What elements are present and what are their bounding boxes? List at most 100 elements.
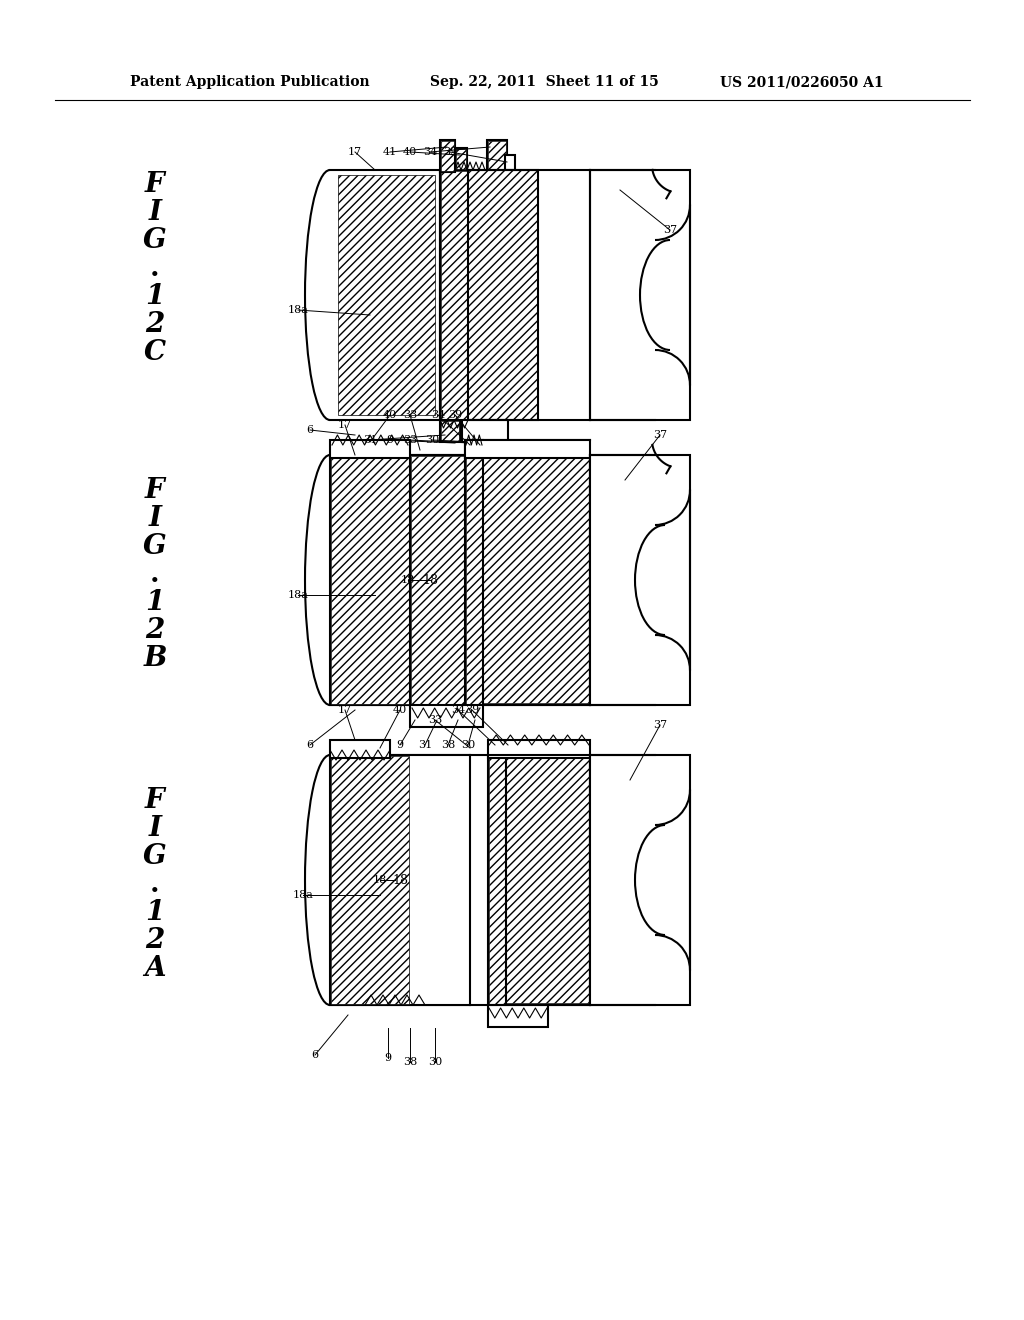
Bar bbox=[465, 440, 483, 458]
Bar bbox=[488, 755, 506, 1005]
Text: 6: 6 bbox=[311, 1049, 318, 1060]
Text: 37: 37 bbox=[653, 719, 667, 730]
Text: 40: 40 bbox=[402, 147, 417, 157]
Bar bbox=[455, 148, 467, 170]
Bar bbox=[410, 455, 465, 705]
Text: 31: 31 bbox=[418, 741, 432, 750]
Text: .: . bbox=[151, 256, 160, 282]
Text: 18: 18 bbox=[422, 573, 438, 586]
Text: B: B bbox=[143, 644, 167, 672]
Text: 38: 38 bbox=[441, 741, 455, 750]
Text: 6: 6 bbox=[306, 741, 313, 750]
Text: 18a: 18a bbox=[288, 590, 308, 601]
Text: 9: 9 bbox=[384, 1053, 391, 1063]
Bar bbox=[465, 455, 483, 705]
Text: 1: 1 bbox=[145, 589, 165, 615]
Text: 37: 37 bbox=[653, 430, 667, 440]
Bar bbox=[411, 455, 464, 704]
Text: 2: 2 bbox=[145, 927, 165, 953]
Text: 9: 9 bbox=[396, 741, 403, 750]
Text: F: F bbox=[145, 787, 165, 813]
Text: I: I bbox=[148, 814, 162, 842]
Bar bbox=[331, 455, 409, 704]
Text: 6: 6 bbox=[306, 425, 313, 436]
Text: 39: 39 bbox=[465, 705, 479, 715]
Bar bbox=[590, 455, 690, 705]
Text: 34: 34 bbox=[451, 705, 465, 715]
Text: 38: 38 bbox=[402, 1057, 417, 1067]
Text: I: I bbox=[148, 199, 162, 227]
Bar bbox=[440, 420, 460, 442]
Text: 39: 39 bbox=[447, 411, 462, 420]
Bar bbox=[483, 455, 590, 704]
Bar bbox=[468, 170, 538, 420]
Text: Patent Application Publication: Patent Application Publication bbox=[130, 75, 370, 88]
Text: .: . bbox=[151, 870, 160, 898]
Text: US 2011/0226050 A1: US 2011/0226050 A1 bbox=[720, 75, 884, 88]
Text: G: G bbox=[143, 842, 167, 870]
Text: Sep. 22, 2011  Sheet 11 of 15: Sep. 22, 2011 Sheet 11 of 15 bbox=[430, 75, 658, 88]
Bar bbox=[590, 170, 690, 420]
Bar bbox=[331, 756, 409, 1005]
Bar bbox=[440, 170, 468, 420]
Text: 9: 9 bbox=[386, 436, 393, 445]
Text: 37: 37 bbox=[663, 224, 677, 235]
Bar bbox=[506, 755, 590, 1005]
Bar bbox=[441, 172, 467, 418]
Text: F: F bbox=[145, 477, 165, 503]
Text: 33: 33 bbox=[402, 411, 417, 420]
Bar bbox=[483, 455, 590, 705]
Bar bbox=[590, 755, 690, 1005]
Text: 17: 17 bbox=[348, 147, 362, 157]
Bar bbox=[456, 149, 466, 169]
Bar bbox=[506, 755, 590, 1003]
Text: 40: 40 bbox=[393, 705, 408, 715]
Text: 18: 18 bbox=[373, 875, 387, 884]
Bar bbox=[410, 705, 483, 727]
Text: 34: 34 bbox=[431, 411, 445, 420]
Text: 2: 2 bbox=[145, 312, 165, 338]
Bar bbox=[441, 421, 459, 441]
Text: 30: 30 bbox=[461, 741, 475, 750]
Text: 39: 39 bbox=[442, 147, 457, 157]
Text: 41: 41 bbox=[383, 147, 397, 157]
Bar bbox=[468, 170, 538, 420]
Bar bbox=[330, 755, 470, 1005]
Text: 18: 18 bbox=[400, 576, 415, 585]
Bar bbox=[489, 756, 505, 1005]
Text: 18a: 18a bbox=[293, 890, 313, 900]
Text: 1: 1 bbox=[145, 284, 165, 310]
Text: 30: 30 bbox=[425, 436, 439, 445]
Text: 31: 31 bbox=[362, 436, 377, 445]
Bar bbox=[330, 741, 390, 758]
Text: 18: 18 bbox=[392, 874, 408, 887]
Bar bbox=[465, 440, 590, 458]
Text: 2: 2 bbox=[145, 616, 165, 644]
Text: 33: 33 bbox=[402, 436, 417, 445]
Bar bbox=[440, 140, 455, 172]
Bar bbox=[488, 1005, 548, 1027]
Bar bbox=[338, 176, 435, 414]
Bar bbox=[488, 741, 590, 758]
Text: 33: 33 bbox=[428, 715, 442, 725]
Bar bbox=[441, 141, 454, 172]
Text: G: G bbox=[143, 227, 167, 255]
Text: 1: 1 bbox=[145, 899, 165, 925]
Bar bbox=[505, 154, 515, 170]
Bar bbox=[462, 420, 508, 442]
Bar bbox=[330, 455, 410, 705]
Bar bbox=[488, 141, 506, 172]
Bar bbox=[487, 140, 507, 172]
Bar bbox=[330, 440, 410, 458]
Text: 30: 30 bbox=[428, 1057, 442, 1067]
Text: I: I bbox=[148, 504, 162, 532]
Text: G: G bbox=[143, 532, 167, 560]
Text: F: F bbox=[145, 172, 165, 198]
Text: C: C bbox=[144, 339, 166, 367]
Bar bbox=[466, 455, 482, 704]
Text: 40: 40 bbox=[383, 411, 397, 420]
Text: .: . bbox=[151, 561, 160, 587]
Text: 17: 17 bbox=[338, 705, 352, 715]
Text: 34: 34 bbox=[423, 147, 437, 157]
Text: 17: 17 bbox=[338, 420, 352, 430]
